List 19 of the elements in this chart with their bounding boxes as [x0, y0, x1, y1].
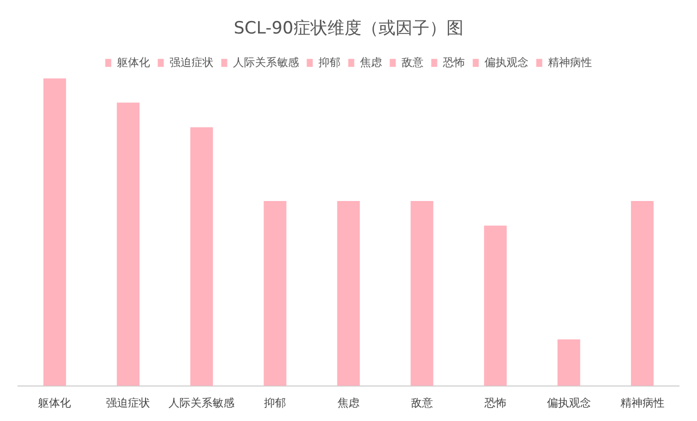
- legend-label: 躯体化: [116, 56, 150, 69]
- legend-label: 强迫症状: [169, 56, 214, 69]
- x-tick-label: 敌意: [410, 396, 433, 410]
- x-tick-label: 强迫症状: [106, 396, 150, 410]
- x-tick-label: 焦虑: [338, 396, 360, 410]
- x-tick-label: 恐怖: [483, 396, 506, 410]
- x-tick-label: 躯体化: [38, 396, 72, 410]
- chart-title: SCL-90症状维度（或因子）图: [234, 18, 464, 39]
- legend-label: 精神病性: [548, 56, 592, 69]
- x-tick-label: 人际关系敏感: [168, 396, 235, 410]
- x-tick-label: 偏执观念: [546, 396, 591, 410]
- legend-label: 偏执观念: [484, 56, 528, 69]
- x-tick-label: 抑郁: [264, 396, 286, 410]
- legend-label: 抑郁: [318, 56, 340, 69]
- legend-label: 焦虑: [360, 56, 382, 69]
- legend-label: 恐怖: [442, 56, 465, 69]
- legend-label: 敌意: [401, 56, 424, 69]
- legend-label: 人际关系敏感: [232, 56, 299, 69]
- x-tick-label: 精神病性: [620, 396, 664, 410]
